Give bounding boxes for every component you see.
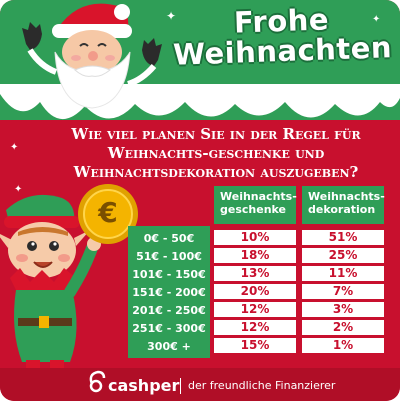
svg-text:✦: ✦ [372, 14, 380, 25]
geschenke-cell: 10% [214, 230, 296, 245]
svg-text:✦: ✦ [356, 88, 364, 99]
geschenke-cell: 13% [214, 266, 296, 281]
footer-bar [0, 368, 400, 401]
geschenke-cell: 18% [214, 248, 296, 263]
survey-question: Wie viel planen Sie in der Regel für Wei… [71, 125, 361, 181]
svg-text:✦: ✦ [178, 85, 186, 95]
header-geschenke-bg [214, 186, 296, 224]
dekoration-cell: 1% [302, 338, 384, 353]
dekoration-cell: 7% [302, 284, 384, 299]
dekoration-cell: 3% [302, 302, 384, 317]
footer-tagline: der freundliche Finanzierer [188, 379, 336, 392]
header-geschenke: Weihnachts-geschenke [220, 190, 297, 216]
geschenke-cell: 12% [214, 302, 296, 317]
footer-logo: cashper [108, 376, 180, 395]
range-label: 151€ - 200€ [132, 286, 206, 299]
range-label: 251€ - 300€ [132, 322, 206, 335]
dekoration-cell: 2% [302, 320, 384, 335]
range-label: 201€ - 250€ [132, 304, 206, 317]
range-label: 101€ - 150€ [132, 268, 206, 281]
svg-text:✦: ✦ [14, 184, 22, 195]
footer-divider [180, 378, 181, 394]
header-dekoration-bg [302, 186, 384, 224]
geschenke-cell: 20% [214, 284, 296, 299]
range-label: 51€ - 100€ [136, 250, 202, 263]
range-label: 300€ + [147, 340, 191, 353]
header-dekoration: Weihnachts-dekoration [308, 190, 385, 216]
geschenke-cell: 12% [214, 320, 296, 335]
range-label: 0€ - 50€ [143, 232, 195, 245]
geschenke-cell: 15% [214, 338, 296, 353]
range-column [128, 226, 210, 358]
dekoration-cell: 51% [302, 230, 384, 245]
euro-coin-symbol: € [98, 196, 118, 229]
dekoration-cell: 11% [302, 266, 384, 281]
svg-text:✦: ✦ [166, 9, 176, 23]
dekoration-cell: 25% [302, 248, 384, 263]
svg-text:✦: ✦ [10, 142, 18, 153]
